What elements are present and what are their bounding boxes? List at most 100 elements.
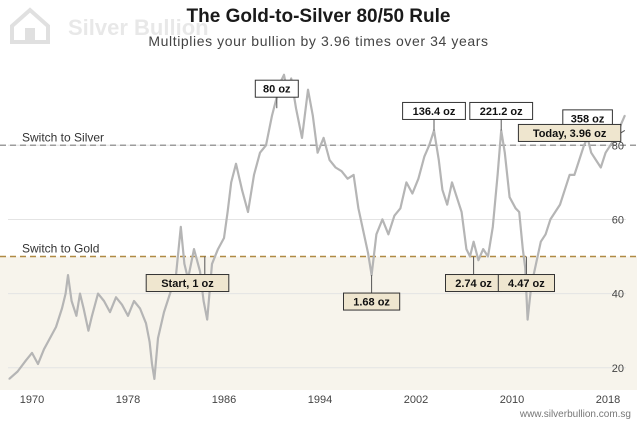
data-point-0-38 — [202, 300, 205, 302]
data-point-0-94 — [487, 255, 489, 258]
data-point-0-5 — [43, 348, 45, 351]
annotation-box-1 — [254, 79, 299, 98]
data-point-0-54 — [283, 74, 285, 76]
data-point-0-18 — [103, 300, 105, 302]
data-point-0-80 — [423, 155, 426, 158]
data-point-0-64 — [334, 166, 337, 169]
data-point-0-112 — [564, 189, 566, 191]
annotation-label-2: 1.68 oz — [353, 297, 390, 309]
data-point-0-19 — [109, 311, 111, 313]
data-point-0-76 — [399, 207, 402, 210]
series-line-0 — [8, 73, 626, 380]
x-tick-2002: 2002 — [404, 394, 428, 406]
data-point-0-48 — [253, 174, 255, 176]
data-point-0-115 — [578, 159, 580, 161]
annotation-label-6: 4.47 oz — [508, 278, 545, 290]
data-point-0-98 — [504, 151, 506, 154]
data-point-0-1 — [16, 370, 19, 373]
data-point-0-91 — [472, 240, 475, 243]
data-point-0-113 — [568, 174, 571, 176]
data-point-0-81 — [428, 144, 431, 147]
data-point-0-37 — [199, 270, 201, 273]
data-point-0-109 — [549, 218, 552, 221]
data-point-0-110 — [554, 211, 556, 213]
data-point-0-63 — [328, 159, 331, 161]
data-point-0-49 — [259, 151, 261, 154]
data-point-0-120 — [600, 166, 602, 169]
y-tick-20: 20 — [612, 363, 624, 375]
header: Silver Bullion The Gold-to-Silver 80/50 … — [0, 0, 637, 60]
data-point-0-41 — [217, 248, 219, 250]
data-point-0-50 — [265, 144, 267, 147]
data-point-0-69 — [362, 229, 365, 232]
annotation-box-2 — [343, 292, 401, 311]
annotation-3: 136.4 oz — [402, 101, 466, 131]
annotation-label-8: Today, 3.96 oz — [533, 128, 607, 140]
data-point-0-58 — [301, 137, 303, 139]
data-point-0-106 — [535, 263, 537, 265]
data-point-0-62 — [322, 137, 325, 139]
data-point-0-31 — [169, 292, 171, 295]
data-point-0-88 — [460, 211, 463, 213]
data-point-0-51 — [271, 114, 273, 117]
data-point-0-60 — [312, 114, 314, 117]
data-point-0-29 — [157, 337, 159, 339]
data-point-0-83 — [438, 159, 440, 161]
data-point-0-85 — [446, 203, 449, 206]
data-point-0-12 — [75, 315, 78, 317]
credit-url: www.silverbullion.com.sg — [519, 409, 631, 420]
data-point-0-33 — [180, 226, 182, 228]
data-point-0-68 — [357, 207, 360, 210]
data-point-0-70 — [367, 252, 369, 254]
data-point-0-44 — [230, 181, 232, 184]
data-point-0-6 — [49, 337, 51, 339]
house-icon — [10, 7, 50, 44]
annotation-leader-8 — [620, 130, 626, 134]
data-point-0-59 — [307, 88, 309, 91]
annotation-6: 4.47 oz — [497, 256, 555, 293]
x-tick-1978: 1978 — [116, 394, 140, 406]
data-point-0-104 — [526, 318, 529, 321]
reference-label-1: Switch to Gold — [22, 242, 99, 256]
annotation-box-5 — [469, 101, 534, 120]
data-point-0-26 — [148, 341, 151, 343]
data-point-0-72 — [375, 233, 378, 236]
data-point-0-23 — [133, 300, 135, 302]
reference-lines: Switch to Silver Switch to Gold — [0, 130, 637, 258]
data-point-0-14 — [82, 307, 85, 310]
data-point-0-93 — [482, 248, 485, 250]
data-point-0-100 — [514, 207, 517, 210]
data-point-0-10 — [67, 274, 69, 276]
data-point-0-28 — [153, 378, 156, 380]
data-point-0-103 — [524, 266, 526, 269]
data-point-0-39 — [206, 318, 208, 321]
annotation-8: Today, 3.96 oz — [517, 123, 626, 142]
x-tick-1994: 1994 — [308, 394, 332, 406]
data-point-0-119 — [595, 159, 597, 161]
annotation-box-6 — [497, 274, 555, 293]
x-tick-1970: 1970 — [20, 394, 44, 406]
data-point-0-66 — [346, 177, 349, 180]
data-point-0-4 — [37, 363, 39, 365]
data-point-0-47 — [247, 211, 249, 213]
data-point-0-121 — [604, 151, 607, 154]
y-tick-80: 80 — [612, 140, 624, 152]
data-point-0-74 — [387, 233, 390, 236]
annotation-box-0 — [145, 274, 230, 293]
data-point-0-21 — [121, 303, 123, 306]
data-point-0-79 — [417, 177, 420, 180]
data-point-0-84 — [441, 189, 444, 191]
data-point-0-25 — [145, 322, 147, 325]
data-point-0-2 — [25, 359, 27, 362]
data-point-0-46 — [241, 189, 243, 191]
data-point-0-75 — [393, 214, 396, 217]
data-point-0-34 — [183, 263, 186, 265]
data-point-0-56 — [290, 77, 293, 80]
data-point-0-3 — [31, 352, 33, 354]
axis-ticks: 1970 1978 1986 1994 2002 2010 2018 20 40 60 80 — [20, 140, 624, 406]
data-point-0-57 — [295, 107, 297, 109]
annotation-box-8 — [517, 123, 622, 142]
data-point-0-30 — [163, 311, 165, 313]
data-point-0-86 — [451, 181, 453, 184]
data-point-0-122 — [609, 144, 612, 147]
